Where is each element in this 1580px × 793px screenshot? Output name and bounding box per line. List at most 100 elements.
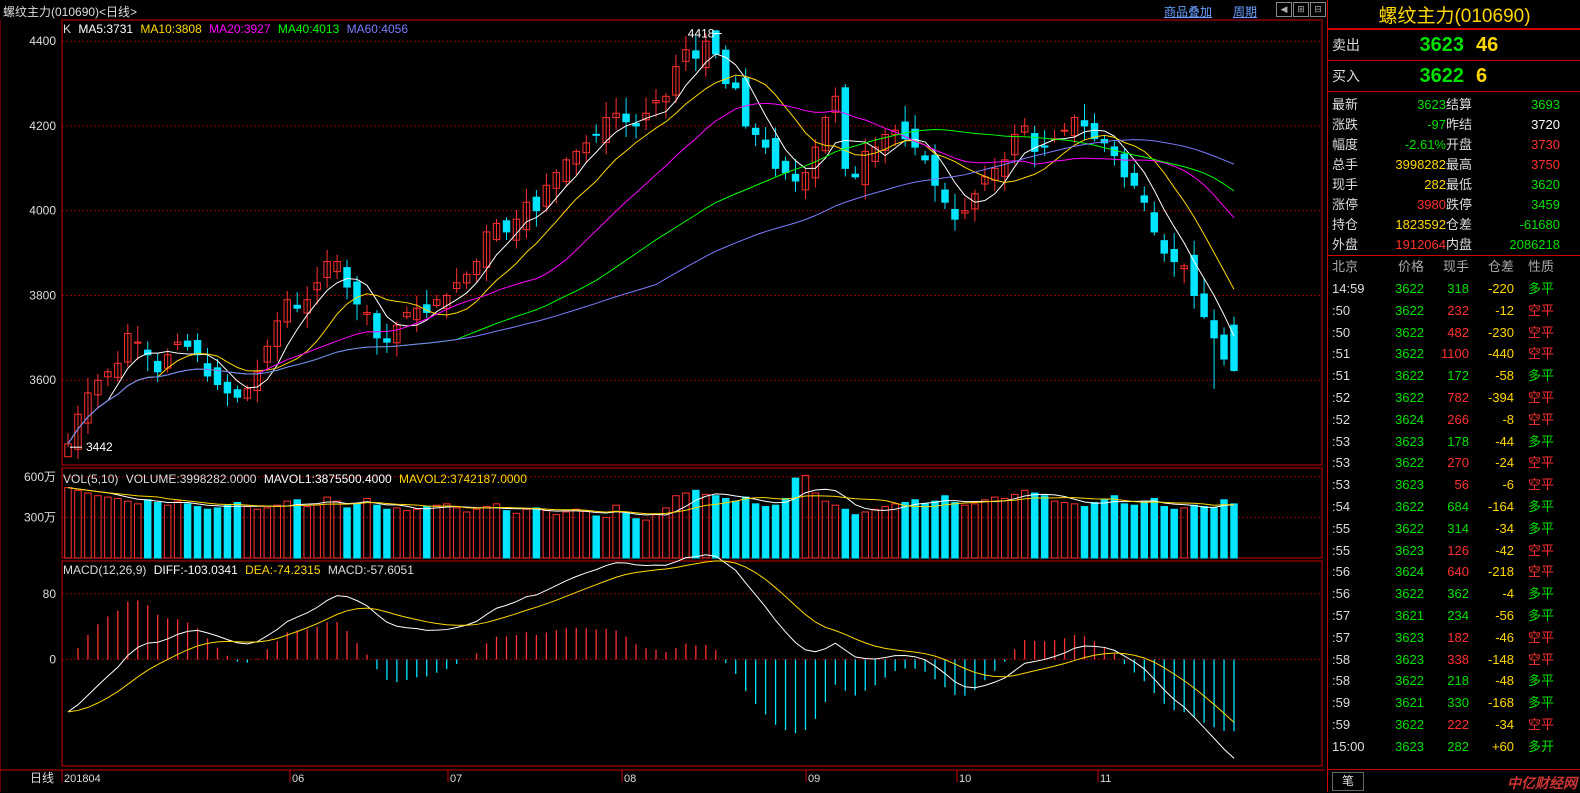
tick-row: :53 3622 270 -24 空平 (1328, 452, 1580, 474)
volume-bar (861, 511, 870, 559)
ticks-col-header: 现手 (1442, 259, 1469, 274)
price-tick-label: 4000 (29, 204, 56, 218)
tick-cell: 多平 (1527, 368, 1554, 384)
tick-cell: 空平 (1527, 324, 1554, 340)
candle-body (801, 172, 810, 191)
candle-body (851, 173, 860, 178)
quote-field-value: 2086218 (1509, 237, 1560, 252)
quote-field-label: 现手 (1332, 177, 1359, 192)
candle-body (1130, 172, 1139, 186)
candle-body (74, 413, 82, 450)
candle-body (403, 311, 411, 318)
candle-body (363, 311, 371, 315)
arrow-left-icon[interactable]: ◀ (1276, 2, 1292, 17)
tick-cell: 多平 (1527, 520, 1554, 536)
tick-cell: 3622 (1395, 673, 1424, 689)
ticks-col-header: 价格 (1397, 259, 1424, 274)
ma40-label: MA40:4013 (277, 22, 340, 36)
tick-cell: -230 (1487, 324, 1514, 340)
volume-bar (333, 500, 341, 559)
tick-cell: 多平 (1527, 586, 1554, 602)
volume-bar (1210, 507, 1218, 559)
volume-bar (243, 506, 252, 559)
candle-body (124, 333, 132, 363)
x-tick-label: 07 (450, 773, 462, 785)
volume-bar (64, 487, 72, 559)
ma60-label: MA60:4056 (346, 22, 408, 36)
candle-body (682, 49, 690, 62)
diff-line (67, 554, 1235, 759)
candle-body (552, 172, 561, 189)
x-tick-label: 09 (808, 773, 820, 785)
volume-bar (981, 499, 989, 559)
volume-bar (502, 510, 511, 559)
period-link[interactable]: 周期 (1233, 5, 1258, 19)
volume-bar (1230, 503, 1238, 559)
quote-field-label: 总手 (1332, 157, 1359, 172)
candle-body (313, 282, 321, 291)
tick-cell: -394 (1487, 389, 1514, 405)
candle-body (592, 133, 600, 136)
candle-body (722, 49, 730, 85)
buy-label: 买入 (1332, 68, 1360, 84)
macd-tick-label: 80 (43, 587, 57, 601)
tick-row: :56 3622 362 -4 多平 (1328, 583, 1580, 605)
zoom-in-icon[interactable]: ⊞ (1293, 2, 1309, 17)
tick-cell: -24 (1495, 455, 1514, 471)
candle-body (353, 281, 361, 305)
mavol1-label: MAVOL1:3875500.4000 (263, 472, 392, 486)
tick-cell: 3622 (1395, 498, 1424, 514)
candle-body (1190, 254, 1198, 296)
tick-row: :58 3622 218 -48 多平 (1328, 670, 1580, 692)
candle-body (622, 113, 630, 123)
candle-body (1080, 120, 1089, 127)
tick-cell: 多平 (1527, 673, 1554, 689)
tick-cell: -34 (1495, 716, 1514, 732)
candle-body (761, 139, 770, 148)
mavol2-label: MAVOL2:3742187.0000 (399, 472, 527, 486)
tick-row: 15:00 3623 282 +60 多开 (1328, 736, 1580, 758)
candle-body (243, 388, 252, 399)
volume-bar (1180, 507, 1188, 559)
volume-bar (462, 511, 471, 559)
ma20-line (67, 102, 1235, 445)
zoom-out-icon[interactable]: ⊟ (1310, 2, 1326, 17)
vol-tick-label: 300万 (24, 510, 56, 524)
tick-row: :59 3622 222 -34 空平 (1328, 714, 1580, 736)
sell-price: 3623 (1419, 33, 1465, 56)
ticks-list[interactable]: 14:59 3622 318 -220 多平:50 3622 232 -12 空平:50 3622… (1328, 278, 1580, 758)
volume-bar (692, 489, 700, 559)
volume-bar (562, 511, 571, 559)
panel-footer: 笔 中亿财经网 (1328, 769, 1580, 792)
tick-cell: 172 (1447, 368, 1469, 384)
candle-body (841, 87, 850, 169)
candle-body (891, 129, 899, 136)
sell-qty: 46 (1476, 33, 1499, 56)
tick-cell: 空平 (1527, 716, 1554, 732)
volume-bar (522, 508, 531, 559)
overlay-link[interactable]: 商品叠加 (1164, 5, 1213, 19)
candle-body (1200, 293, 1208, 318)
candle-body (811, 146, 820, 179)
volume-bar (413, 508, 421, 559)
candle-body (751, 127, 760, 135)
candle-body (393, 324, 401, 344)
candle-body (1011, 133, 1019, 156)
candle-body (303, 299, 311, 314)
candle-body (134, 341, 142, 344)
volume-bar (911, 499, 919, 559)
volume-pane (61, 467, 1323, 559)
tick-cell: :57 (1332, 629, 1351, 645)
candle-body (1030, 133, 1039, 152)
quote-field-value: 3730 (1531, 137, 1560, 152)
tick-row: :50 3622 232 -12 空平 (1328, 300, 1580, 322)
tick-cell: 338 (1447, 651, 1469, 667)
tick-cell: 266 (1447, 411, 1469, 427)
price-tick-label: 3600 (29, 373, 56, 387)
price-chart[interactable]: 4400 4200 4000 3800 3600 600万 300万 80 0 201804 06 0… (0, 0, 1325, 792)
candle-body (153, 360, 162, 373)
volume-bar (283, 500, 291, 559)
tick-cell: 362 (1447, 586, 1469, 602)
volume-bar (492, 503, 501, 559)
tick-tab[interactable]: 笔 (1332, 772, 1364, 791)
